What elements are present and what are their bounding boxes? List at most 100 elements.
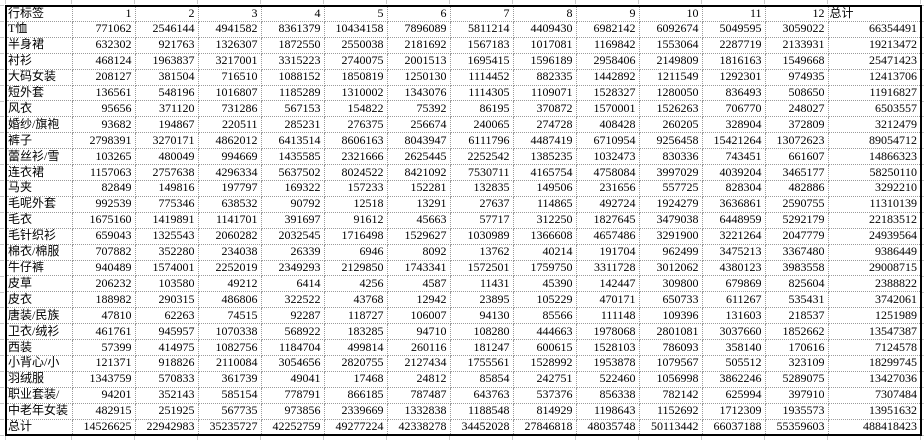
cell-month-4[interactable]: 2032545 [260, 227, 325, 245]
row-total-cell[interactable]: 1251989 [827, 307, 922, 325]
cell-month-8[interactable]: 1385235 [512, 148, 577, 166]
cell-month-11[interactable]: 4380123 [701, 259, 766, 277]
cell-month-7[interactable]: 108280 [449, 323, 514, 341]
cell-month-8[interactable]: 85566 [512, 307, 577, 325]
cell-month-8[interactable]: 105229 [512, 291, 577, 309]
cell-month-9[interactable]: 4758084 [575, 164, 640, 181]
cell-month-5[interactable]: 17468 [323, 370, 388, 388]
row-label[interactable]: 连衣裙 [5, 164, 73, 181]
cell-month-8[interactable]: 882335 [512, 68, 577, 86]
cell-month-4[interactable]: 391697 [260, 211, 325, 229]
cell-month-10[interactable]: 1526263 [638, 100, 703, 118]
cell-month-6[interactable]: 8421092 [386, 164, 451, 181]
cell-month-6[interactable]: 1743341 [386, 259, 451, 277]
cell-month-3[interactable]: 1141701 [197, 211, 262, 229]
row-total-cell[interactable]: 9386449 [827, 243, 922, 261]
cell-month-4[interactable]: 1872550 [260, 36, 325, 54]
cell-month-1[interactable]: 1675160 [71, 211, 136, 229]
cell-month-5[interactable]: 154822 [323, 100, 388, 118]
cell-month-9[interactable]: 470171 [575, 291, 640, 309]
cell-month-2[interactable]: 371120 [134, 100, 199, 118]
row-total-cell[interactable]: 22183512 [827, 211, 922, 229]
cell-month-12[interactable]: 508650 [764, 84, 829, 102]
grand-total-cell-month-8[interactable]: 27846818 [512, 418, 577, 436]
cell-month-11[interactable]: 4039204 [701, 164, 766, 181]
cell-month-1[interactable]: 992539 [71, 195, 136, 213]
cell-month-2[interactable]: 480049 [134, 148, 199, 166]
cell-month-8[interactable]: 4409430 [512, 20, 577, 38]
cell-month-6[interactable]: 94710 [386, 323, 451, 341]
cell-month-5[interactable]: 2550038 [323, 36, 388, 54]
column-header-month-3[interactable]: 3 [197, 5, 262, 22]
cell-month-7[interactable]: 7530711 [449, 164, 514, 181]
cell-month-11[interactable]: 505512 [701, 354, 766, 372]
cell-month-9[interactable]: 1528103 [575, 339, 640, 356]
cell-month-2[interactable]: 194867 [134, 116, 199, 134]
row-total-cell[interactable]: 14866323 [827, 148, 922, 166]
cell-month-7[interactable]: 132835 [449, 179, 514, 197]
cell-month-11[interactable]: 679869 [701, 275, 766, 293]
row-label[interactable]: 西装 [5, 339, 73, 356]
cell-month-10[interactable]: 3012062 [638, 259, 703, 277]
cell-month-9[interactable]: 1032473 [575, 148, 640, 166]
corner-header-row-labels[interactable]: 行标签 [5, 5, 73, 22]
cell-month-11[interactable]: 6448959 [701, 211, 766, 229]
cell-month-9[interactable]: 1953878 [575, 354, 640, 372]
cell-month-7[interactable]: 94130 [449, 307, 514, 325]
cell-month-5[interactable]: 4256 [323, 275, 388, 293]
cell-month-8[interactable]: 1017081 [512, 36, 577, 54]
cell-month-12[interactable]: 3465177 [764, 164, 829, 181]
row-label[interactable]: 马夹 [5, 179, 73, 197]
cell-month-6[interactable]: 8043947 [386, 132, 451, 150]
cell-month-2[interactable]: 1325543 [134, 227, 199, 245]
cell-month-1[interactable]: 208127 [71, 68, 136, 86]
cell-month-1[interactable]: 93682 [71, 116, 136, 134]
row-total-cell[interactable]: 29008715 [827, 259, 922, 277]
cell-month-4[interactable]: 567153 [260, 100, 325, 118]
cell-month-5[interactable]: 6946 [323, 243, 388, 261]
row-total-cell[interactable]: 2388822 [827, 275, 922, 293]
row-total-cell[interactable]: 13951632 [827, 402, 922, 420]
cell-month-5[interactable]: 2740075 [323, 52, 388, 70]
cell-month-3[interactable]: 1082756 [197, 339, 262, 356]
cell-month-12[interactable]: 323109 [764, 354, 829, 372]
row-label[interactable]: 棉衣/棉服 [5, 243, 73, 261]
cell-month-10[interactable]: 557725 [638, 179, 703, 197]
cell-month-8[interactable]: 114865 [512, 195, 577, 213]
column-header-month-7[interactable]: 7 [449, 5, 514, 22]
row-total-cell[interactable]: 13547387 [827, 323, 922, 341]
cell-month-3[interactable]: 486806 [197, 291, 262, 309]
cell-month-10[interactable]: 260205 [638, 116, 703, 134]
cell-month-7[interactable]: 1188548 [449, 402, 514, 420]
cell-month-1[interactable]: 461761 [71, 323, 136, 341]
cell-month-4[interactable]: 2349293 [260, 259, 325, 277]
cell-month-4[interactable]: 322522 [260, 291, 325, 309]
cell-month-2[interactable]: 290315 [134, 291, 199, 309]
cell-month-12[interactable]: 397910 [764, 386, 829, 404]
cell-month-5[interactable]: 499814 [323, 339, 388, 356]
cell-month-12[interactable]: 2590755 [764, 195, 829, 213]
cell-month-12[interactable]: 2133931 [764, 36, 829, 54]
cell-month-10[interactable]: 109396 [638, 307, 703, 325]
cell-month-11[interactable]: 1712309 [701, 402, 766, 420]
row-total-cell[interactable]: 3742061 [827, 291, 922, 309]
cell-month-9[interactable]: 4657486 [575, 227, 640, 245]
grand-total-cell-month-9[interactable]: 48035748 [575, 418, 640, 436]
cell-month-2[interactable]: 1574001 [134, 259, 199, 277]
cell-month-3[interactable]: 49212 [197, 275, 262, 293]
cell-month-11[interactable]: 3636861 [701, 195, 766, 213]
cell-month-10[interactable]: 2149809 [638, 52, 703, 70]
grand-total-cell-month-10[interactable]: 50113442 [638, 418, 703, 436]
cell-month-9[interactable]: 142447 [575, 275, 640, 293]
cell-month-6[interactable]: 4587 [386, 275, 451, 293]
cell-month-4[interactable]: 3054656 [260, 354, 325, 372]
cell-month-2[interactable]: 775346 [134, 195, 199, 213]
cell-month-6[interactable]: 256674 [386, 116, 451, 134]
row-total-cell[interactable]: 12413706 [827, 68, 922, 86]
cell-month-11[interactable]: 706770 [701, 100, 766, 118]
cell-month-7[interactable]: 1567183 [449, 36, 514, 54]
cell-month-7[interactable]: 1114452 [449, 68, 514, 86]
column-header-month-6[interactable]: 6 [386, 5, 451, 22]
cell-month-4[interactable]: 6413514 [260, 132, 325, 150]
cell-month-2[interactable]: 945957 [134, 323, 199, 341]
